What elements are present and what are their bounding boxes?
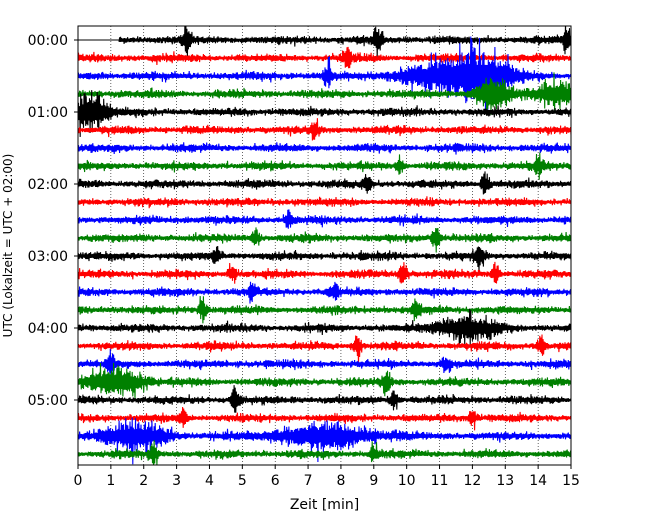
y-tick-label: 05:00 [28,393,68,409]
x-tick-label: 14 [529,473,547,489]
x-tick-label: 11 [431,473,449,489]
trace-0230-line [78,209,571,229]
trace-0445-line [78,362,571,399]
trace-0400-line [78,308,571,347]
x-tick-label: 9 [369,473,378,489]
x-tick-label: 0 [74,473,83,489]
trace-0145-line [78,152,571,180]
x-tick-label: 4 [205,473,214,489]
grid-lines [110,26,539,465]
y-tick-label: 03:00 [28,249,68,265]
y-tick-label: 01:00 [28,105,68,121]
trace-series [78,26,571,465]
x-tick-label: 5 [238,473,247,489]
trace-0415-line [78,334,571,365]
trace-0515-line [78,407,571,431]
plot-frame [77,25,572,466]
x-tick-label: 6 [271,473,280,489]
x-tick-label: 1 [106,473,115,489]
x-tick-label: 13 [496,473,514,489]
x-axis: 0 1 2 3 4 5 6 7 8 9 10 11 12 13 14 15 [74,465,580,489]
trace-0200-line [78,171,571,195]
trace-0000-line [78,26,571,58]
trace-0015-line [78,46,571,69]
trace-0045-line [78,72,571,115]
trace-0115-line [78,118,571,141]
y-tick-label: 04:00 [28,321,68,337]
x-tick-label: 7 [304,473,313,489]
trace-0500-line [78,385,571,413]
trace-0215-line [78,196,571,209]
y-axis-label: UTC (Lokalzeit = UTC + 02:00) [1,154,15,338]
y-axis: 00:00 01:00 02:00 03:00 04:00 05:00 [28,33,78,409]
x-tick-label: 12 [463,473,481,489]
trace-0330-line [78,281,571,304]
x-tick-label: 8 [336,473,345,489]
trace-0315-line [78,261,571,284]
x-tick-label: 15 [562,473,580,489]
trace-0300-line [78,246,571,273]
x-tick-label: 10 [398,473,416,489]
trace-0130-line [78,142,571,155]
y-tick-label: 00:00 [28,33,68,49]
y-tick-label: 02:00 [28,177,68,193]
trace-0430-line [78,348,571,375]
trace-0245-line [78,227,571,253]
x-tick-label: 3 [172,473,181,489]
trace-0545-line [78,440,571,465]
x-tick-label: 2 [139,473,148,489]
trace-0345-line [78,296,571,324]
trace-0100-line [78,90,571,137]
x-axis-label: Zeit [min] [290,497,359,513]
trace-0530-line [78,417,571,465]
